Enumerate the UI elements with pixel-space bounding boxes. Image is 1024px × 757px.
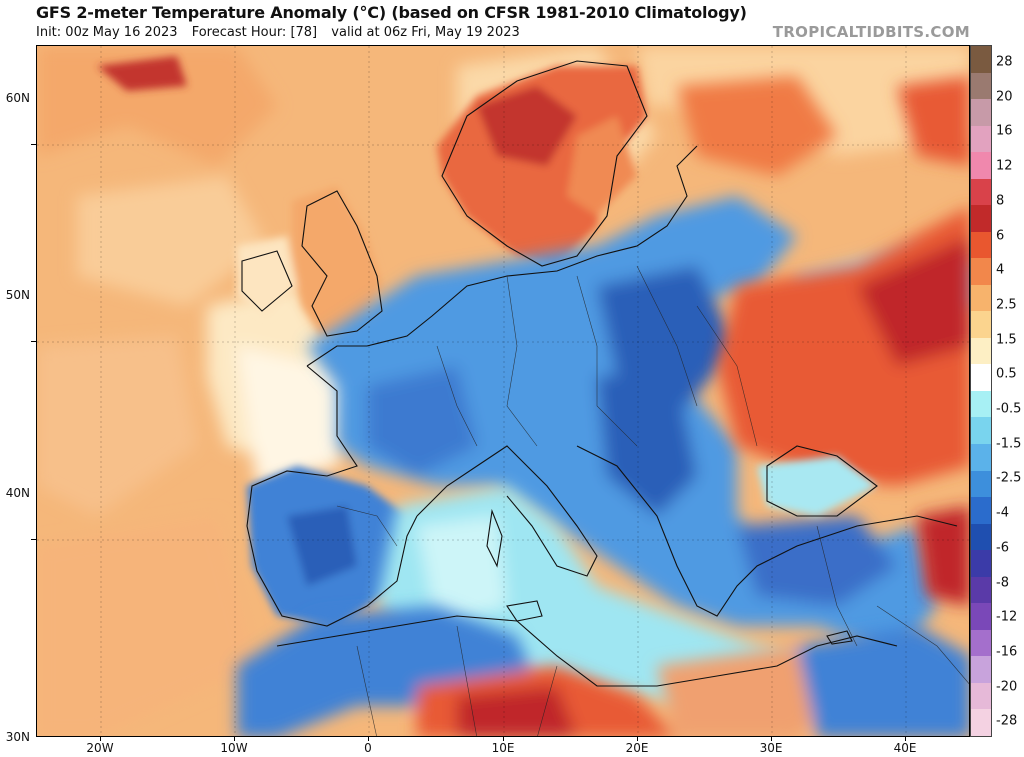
colorbar-swatch [971,523,991,551]
lon-label-10w: 10W [220,741,248,755]
map-canvas [37,46,969,736]
colorbar-swatch [971,417,991,444]
map-title: GFS 2-meter Temperature Anomaly (°C) (ba… [36,3,747,22]
colorbar-label: -1.5 [996,436,1022,452]
colorbar-swatch [971,284,991,312]
valid-time: valid at 06z Fri, May 19 2023 [331,25,520,40]
lat-label-50n: 50N [5,288,30,302]
forecast-hour: Forecast Hour: [78] [191,25,318,40]
anomaly-map [36,45,970,737]
colorbar-label: 2.5 [996,297,1017,313]
lon-label-30e: 30E [759,741,783,755]
colorbar-swatch [971,258,991,285]
colorbar-swatch [971,443,991,471]
colorbar-label: 6 [996,228,1005,243]
colorbar-swatch [971,364,991,391]
colorbar-label: -8 [996,575,1009,590]
colorbar-swatch [971,205,991,232]
colorbar-label: -28 [996,713,1018,729]
colorbar-label: 0.5 [996,366,1017,382]
colorbar-label: 1.5 [996,332,1017,348]
colorbar-label: -12 [996,609,1018,625]
colorbar-swatch [971,390,991,418]
colorbar-swatch [971,311,991,338]
lon-label-40e: 40E [893,741,917,755]
colorbar-swatch [971,709,991,736]
colorbar-label: 16 [996,123,1013,139]
colorbar-swatch [971,125,991,153]
watermark: TROPICALTIDBITS.COM [772,23,970,41]
colorbar-label: 20 [996,89,1013,105]
anomaly-colorbar [970,45,992,737]
colorbar-swatch [971,497,991,524]
colorbar-label: 12 [996,158,1013,174]
colorbar-swatch [971,152,991,179]
colorbar-label: -4 [996,505,1009,521]
colorbar-swatch [971,682,991,710]
colorbar-label: 4 [996,262,1005,278]
colorbar-label: -20 [996,679,1018,695]
colorbar-swatch [971,46,991,73]
init-time: Init: 00z May 16 2023 [36,25,178,40]
lon-label-10e: 10E [491,741,515,755]
lat-label-40n: 40N [5,486,30,500]
colorbar-swatch [971,550,991,577]
colorbar-swatch [971,72,991,100]
black-sea [757,456,877,516]
colorbar-label: 8 [996,193,1005,209]
country-borders [336,265,969,736]
lon-label-0: 0 [364,741,372,755]
lat-label-30n: 30N [5,730,30,744]
colorbar-swatch [971,337,991,365]
colorbar-label: -6 [996,540,1009,556]
coastlines [241,60,958,687]
colorbar-swatch [971,470,991,498]
colorbar-swatch [971,231,991,259]
lon-label-20e: 20E [625,741,649,755]
colorbar-swatch [971,629,991,657]
colorbar-swatch [971,603,991,630]
colorbar-label: -16 [996,644,1018,660]
lat-label-60n: 60N [5,91,30,105]
lon-label-20w: 20W [86,741,114,755]
graticule [37,46,969,736]
colorbar-swatch [971,178,991,206]
colorbar-label: -0.5 [996,401,1022,417]
map-subtitle: Init: 00z May 16 2023 Forecast Hour: [78… [36,25,530,40]
colorbar-swatch [971,99,991,126]
colorbar-label: -2.5 [996,470,1022,486]
colorbar-swatch [971,656,991,683]
british-isles [292,186,382,336]
colorbar-swatch [971,576,991,604]
colorbar-label: 28 [996,54,1013,70]
